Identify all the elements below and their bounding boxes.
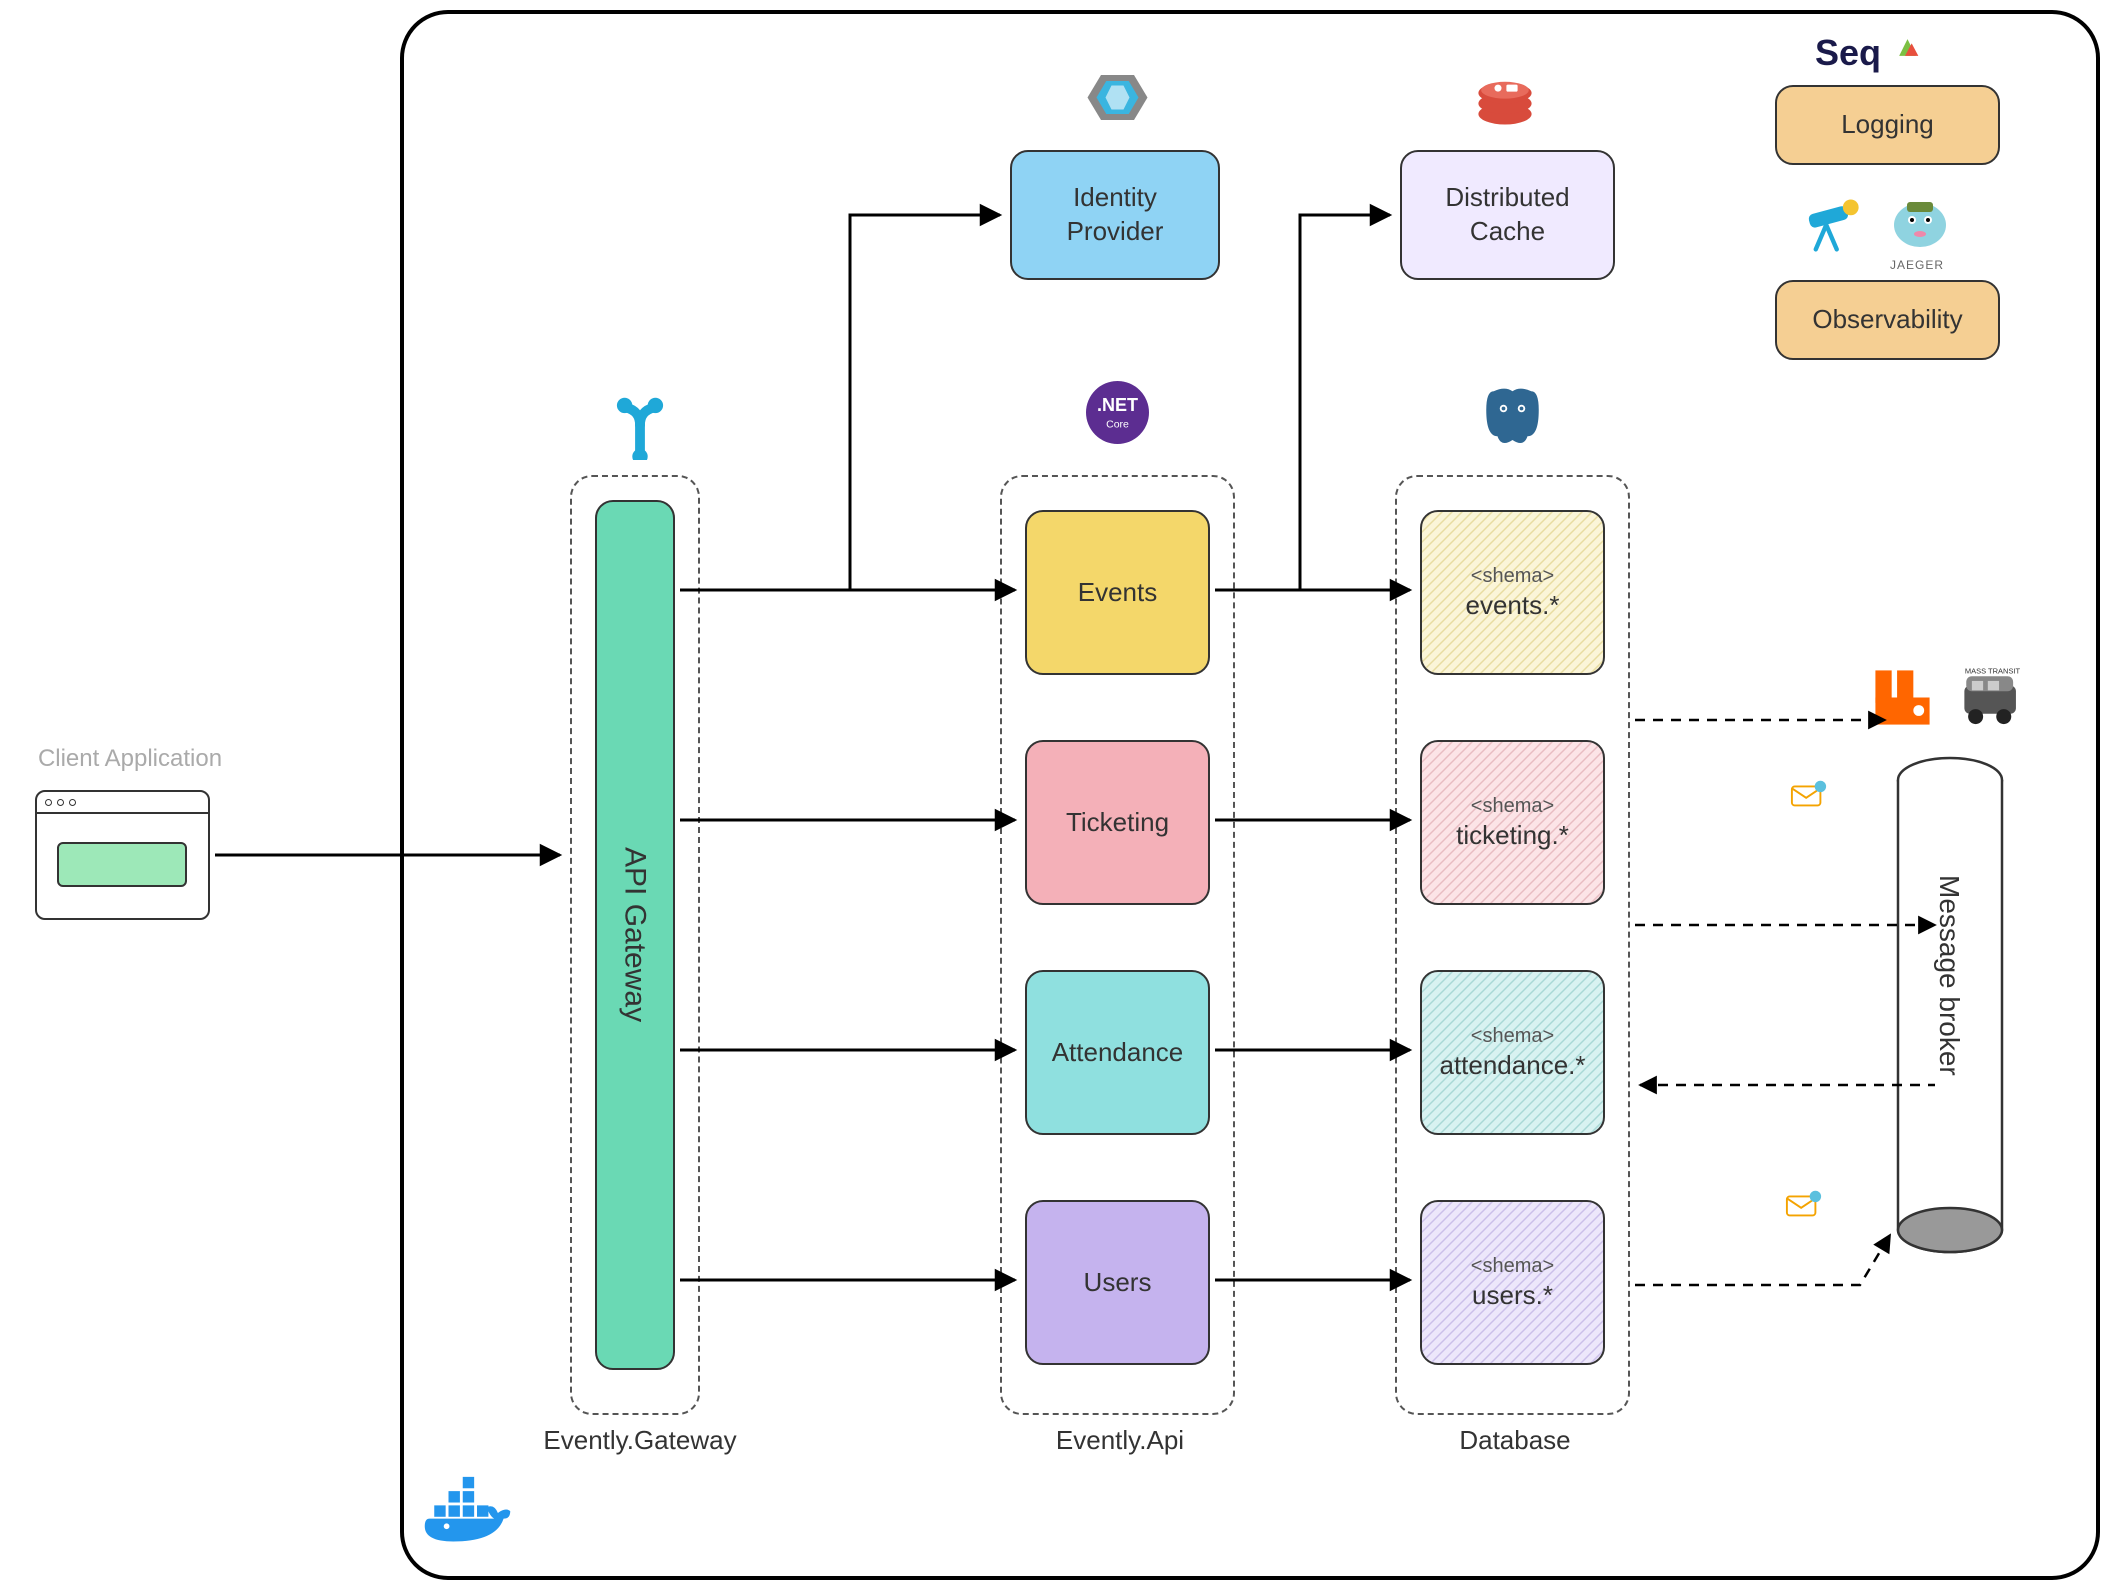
module-users: Users xyxy=(1025,1200,1210,1365)
yarp-icon xyxy=(605,390,675,460)
schema-events-tag: <shema> xyxy=(1471,563,1554,589)
architecture-diagram: Client Application API Gateway Evently.G… xyxy=(0,0,2115,1591)
logging-label: Logging xyxy=(1841,108,1934,142)
schema-users: <shema> users.* xyxy=(1420,1200,1605,1365)
svg-text:.NET: .NET xyxy=(1097,395,1138,415)
schema-ticketing-tag: <shema> xyxy=(1471,793,1554,819)
api-gateway-label: API Gateway xyxy=(616,847,655,1022)
distributed-cache-label: Distributed Cache xyxy=(1445,181,1569,249)
database-container-label: Database xyxy=(1440,1425,1590,1456)
schema-attendance-tag: <shema> xyxy=(1471,1023,1554,1049)
keycloak-icon xyxy=(1080,60,1155,135)
api-container-label: Evently.Api xyxy=(1030,1425,1210,1456)
schema-ticketing-name: ticketing.* xyxy=(1456,819,1569,853)
schema-attendance-name: attendance.* xyxy=(1439,1049,1585,1083)
mail-icon xyxy=(1790,780,1828,810)
message-broker: Message broker xyxy=(1895,755,2005,1255)
schema-users-name: users.* xyxy=(1472,1279,1553,1313)
svg-text:MASS TRANSIT: MASS TRANSIT xyxy=(1965,666,2021,675)
svg-text:Core: Core xyxy=(1106,419,1129,431)
logging-box: Logging xyxy=(1775,85,2000,165)
module-events: Events xyxy=(1025,510,1210,675)
identity-provider-label: Identity Provider xyxy=(1067,181,1164,249)
module-users-label: Users xyxy=(1084,1266,1152,1300)
schema-ticketing: <shema> ticketing.* xyxy=(1420,740,1605,905)
client-browser-content xyxy=(57,842,187,887)
module-attendance-label: Attendance xyxy=(1052,1036,1184,1070)
rabbitmq-icon xyxy=(1870,665,1935,730)
client-app-label: Client Application xyxy=(20,745,240,773)
module-attendance: Attendance xyxy=(1025,970,1210,1135)
gateway-container-label: Evently.Gateway xyxy=(525,1425,755,1456)
identity-provider-box: Identity Provider xyxy=(1010,150,1220,280)
telescope-icon xyxy=(1800,195,1870,260)
mail-icon xyxy=(1785,1190,1823,1220)
schema-events: <shema> events.* xyxy=(1420,510,1605,675)
dotnet-core-icon: .NET Core xyxy=(1080,375,1155,450)
redis-icon xyxy=(1470,65,1540,135)
postgresql-icon xyxy=(1475,380,1550,455)
module-ticketing: Ticketing xyxy=(1025,740,1210,905)
schema-attendance: <shema> attendance.* xyxy=(1420,970,1605,1135)
docker-icon xyxy=(420,1475,515,1550)
observability-box: Observability xyxy=(1775,280,2000,360)
api-gateway-box: API Gateway xyxy=(595,500,675,1370)
jaeger-icon xyxy=(1885,190,1955,265)
schema-users-tag: <shema> xyxy=(1471,1253,1554,1279)
client-browser xyxy=(35,790,210,920)
module-events-label: Events xyxy=(1078,576,1158,610)
distributed-cache-box: Distributed Cache xyxy=(1400,150,1615,280)
masstransit-icon: MASS TRANSIT xyxy=(1955,660,2030,730)
schema-events-name: events.* xyxy=(1466,589,1560,623)
seq-icon xyxy=(1895,35,1920,60)
module-ticketing-label: Ticketing xyxy=(1066,806,1169,840)
message-broker-label: Message broker xyxy=(1933,875,1965,1076)
jaeger-label: JAEGER xyxy=(1890,258,1944,272)
seq-logo-text: Seq xyxy=(1815,32,1881,74)
observability-label: Observability xyxy=(1812,303,1962,337)
